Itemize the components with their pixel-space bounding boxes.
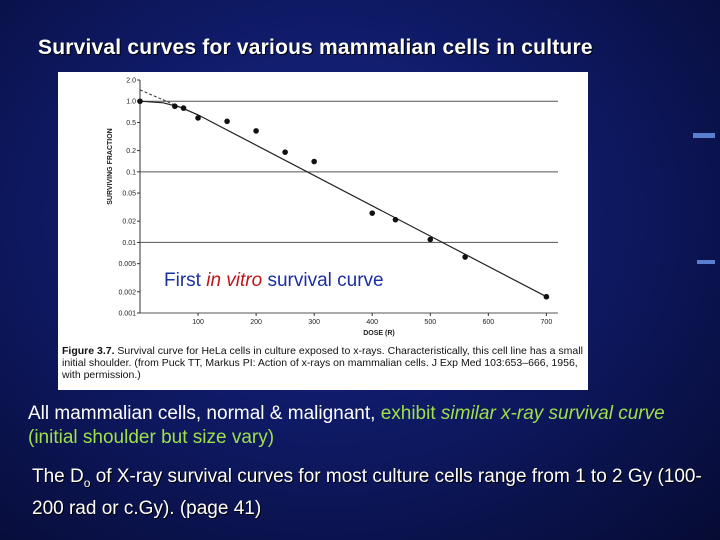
figure-panel: 2.0 1.0 0.5 0.2 0.1 0.05 0.02 0.01 0.005 0.002 0.0… [58, 72, 588, 390]
data-point [392, 216, 399, 223]
data-point [180, 105, 187, 111]
y-tick-label: 1.0 [126, 99, 136, 106]
overlay-em: in vitro [206, 270, 263, 291]
bullet1-pre: All mammalian cells, normal & malignant, [28, 403, 381, 424]
overlay-post: survival curve [262, 270, 384, 291]
decorative-dash [693, 133, 715, 138]
caption-label: Figure 3.7. [62, 345, 115, 357]
y-tick-label: 0.1 [126, 169, 136, 176]
data-point [224, 118, 230, 125]
overlay-label: First in vitro survival curve [164, 270, 384, 292]
fit-curve [139, 100, 547, 298]
slide-title: Survival curves for various mammalian ce… [38, 36, 593, 59]
bullet2-sub: o [83, 475, 91, 490]
data-point [253, 128, 259, 134]
x-axis-label: DOSE (R) [363, 330, 395, 337]
x-tick-label: 500 [424, 319, 436, 326]
bullet1-highlight: exhibit [380, 403, 441, 424]
bullet1-post: (initial shoulder but size vary) [28, 427, 275, 448]
y-tick-label: 0.5 [126, 120, 136, 127]
figure-caption: Figure 3.7. Survival curve for HeLa cell… [62, 345, 586, 381]
x-tick-label: 400 [366, 319, 378, 326]
data-point [369, 210, 376, 216]
data-point [195, 115, 201, 121]
data-point [282, 149, 288, 155]
y-axis-label: SURVIVING FRACTION [107, 128, 114, 205]
y-tick-label: 0.05 [122, 191, 136, 198]
bullet-mammalian-cells: All mammalian cells, normal & malignant,… [28, 402, 708, 450]
bullet1-emphasis: similar x-ray survival curve [440, 403, 665, 424]
data-point [137, 98, 143, 105]
x-tick-label: 300 [308, 319, 320, 326]
y-tick-label: 0.02 [122, 219, 136, 226]
bullet-do-range: The Do of X-ray survival curves for most… [32, 464, 716, 522]
y-tick-label: 0.002 [118, 289, 136, 296]
data-point [462, 254, 468, 260]
data-point [311, 158, 317, 165]
survival-curve-chart: 2.0 1.0 0.5 0.2 0.1 0.05 0.02 0.01 0.005 0.002 0.0… [107, 78, 558, 337]
x-tick-label: 200 [250, 319, 262, 326]
data-point [427, 236, 434, 243]
y-tick-label: 0.2 [126, 148, 136, 155]
x-tick-label: 100 [192, 319, 204, 326]
data-point [172, 103, 178, 110]
x-tick-label: 600 [482, 319, 494, 326]
y-tick-label: 0.01 [122, 240, 136, 247]
overlay-pre: First [164, 270, 207, 291]
bullet2-post: of X-ray survival curves for most cultur… [32, 466, 702, 519]
y-tick-label: 2.0 [126, 78, 136, 85]
y-tick-label: 0.001 [118, 311, 136, 318]
data-point [543, 293, 550, 300]
bullet2-pre: The D [32, 466, 84, 487]
x-tick-label: 700 [541, 319, 553, 326]
decorative-dash [697, 260, 715, 264]
y-tick-label: 0.005 [118, 261, 136, 268]
caption-text: Survival curve for HeLa cells in culture… [62, 345, 583, 381]
